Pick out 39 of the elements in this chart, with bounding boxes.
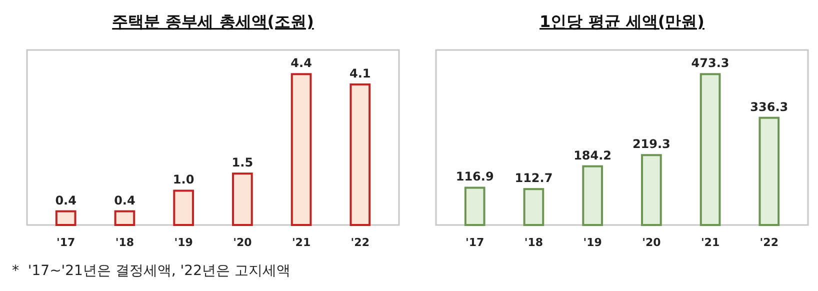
x-tick-label: '22 (350, 236, 370, 249)
data-label: 112.7 (514, 171, 553, 186)
x-tick-label: '19 (174, 236, 193, 249)
x-tick-label: '17 (56, 236, 76, 249)
data-label: 4.1 (350, 66, 371, 80)
x-tick-label: '21 (700, 236, 720, 249)
bar (55, 210, 76, 226)
x-tick-label: '19 (583, 236, 602, 249)
bar (758, 116, 780, 226)
x-tick-label: '20 (233, 236, 252, 249)
bar (582, 165, 603, 226)
bar (114, 210, 136, 226)
data-label: 184.2 (574, 148, 612, 162)
chart-title: 주택분 종부세 총세액(조원) (112, 12, 314, 31)
x-tick-label: '17 (466, 236, 484, 249)
bar (173, 190, 194, 226)
bar (523, 188, 544, 226)
data-label: 1.5 (232, 156, 254, 170)
data-label: 473.3 (691, 56, 730, 70)
bar (700, 73, 721, 226)
x-tick-label: '18 (524, 236, 544, 249)
data-label: 0.4 (55, 193, 76, 208)
data-label: 4.4 (290, 56, 312, 70)
text: * '17~'21년은 결정세액, '22년은 고지세액 (12, 263, 290, 279)
x-tick-label: '20 (642, 236, 662, 249)
x-tick-label: '21 (292, 236, 311, 249)
data-label: 0.4 (114, 193, 136, 208)
x-tick-label: '22 (760, 236, 778, 249)
data-label: 116.9 (456, 170, 494, 184)
bar (641, 154, 662, 226)
chart-title: 1인당 평균 세액(만원) (540, 12, 704, 31)
x-tick-label: '18 (115, 236, 134, 249)
data-label: 219.3 (632, 137, 670, 152)
bar (232, 172, 253, 226)
bar (350, 83, 371, 226)
data-label: 1.0 (172, 172, 194, 187)
data-label: 336.3 (750, 100, 788, 114)
bar (290, 73, 312, 226)
bar (464, 186, 486, 226)
